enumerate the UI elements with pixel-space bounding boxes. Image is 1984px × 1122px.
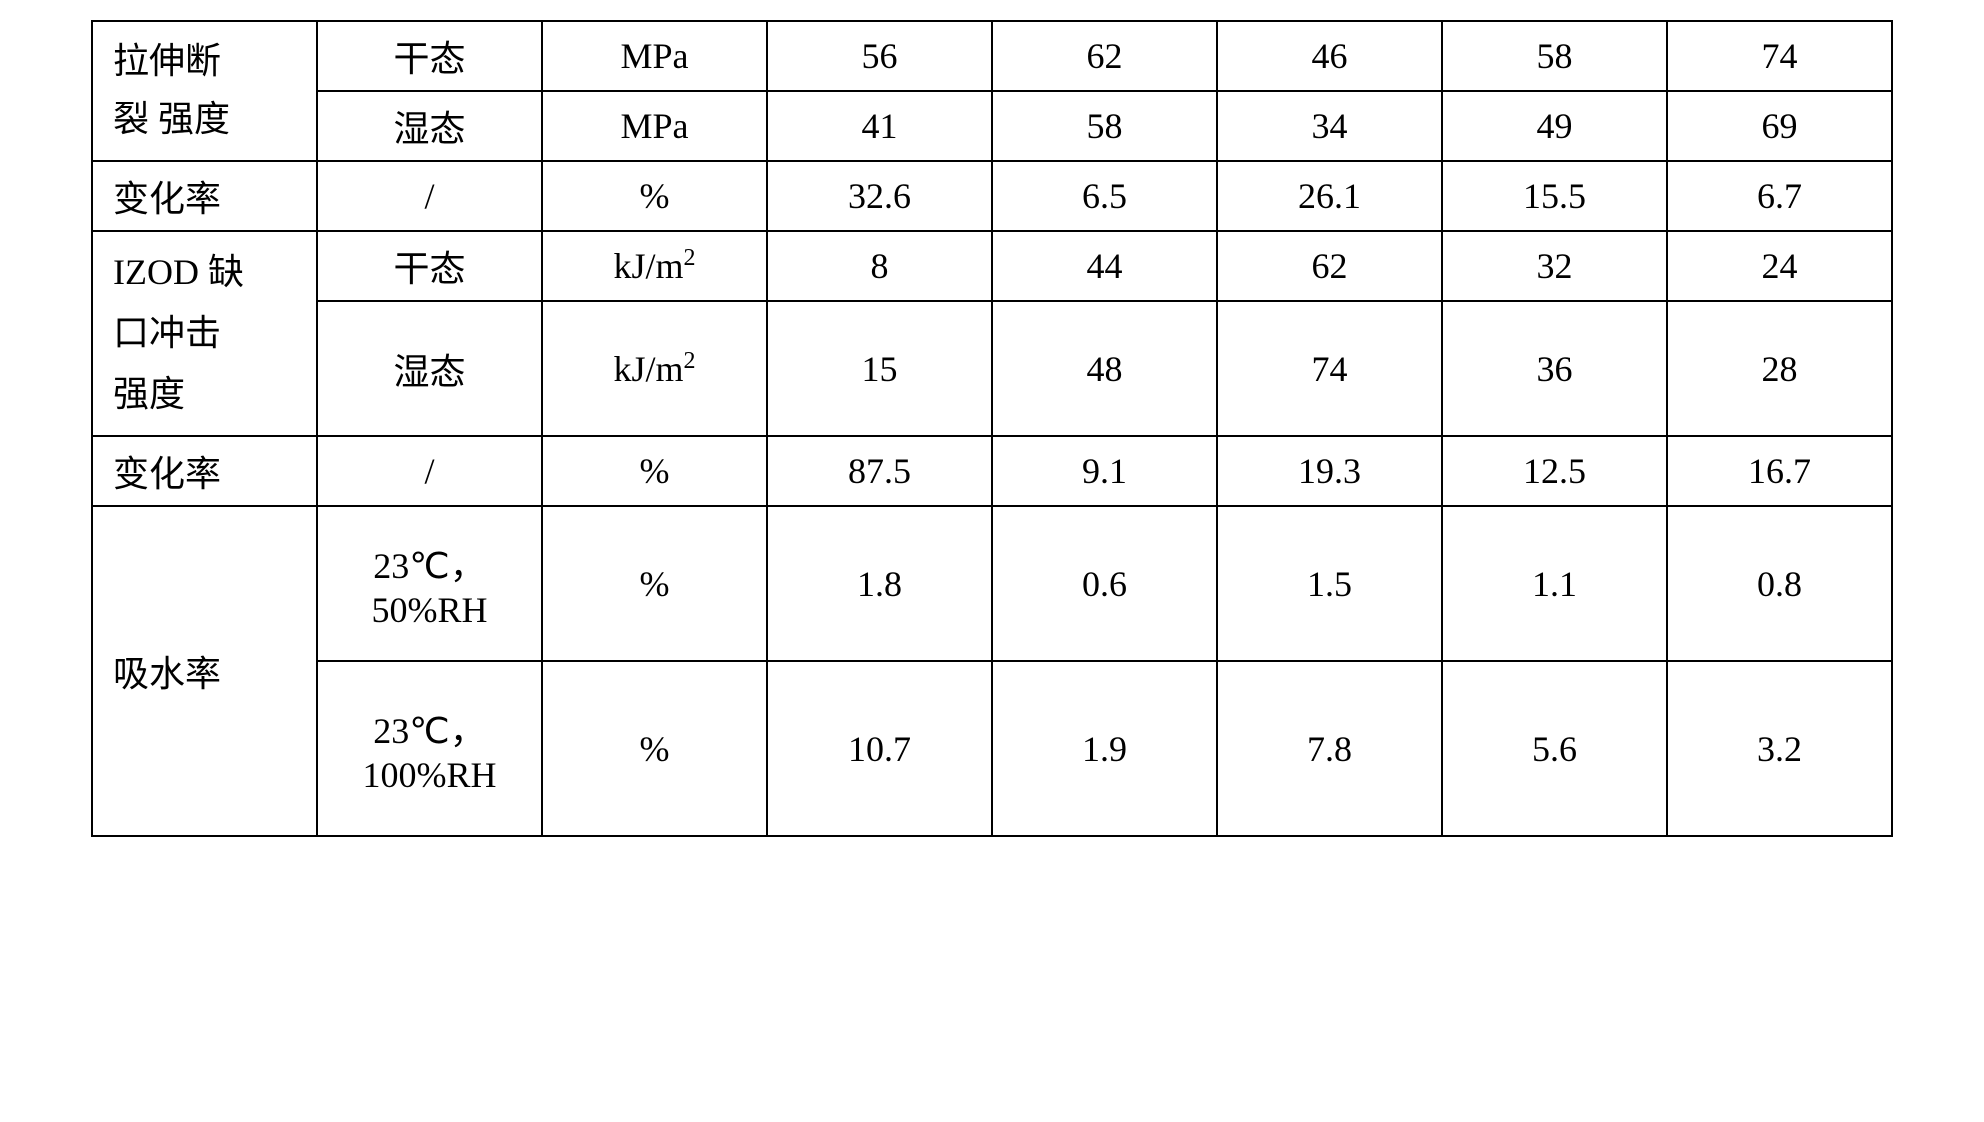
data-cell: 36 — [1442, 301, 1667, 436]
property-label: 口冲击强度 — [113, 313, 221, 414]
data-cell: 48 — [992, 301, 1217, 436]
data-cell: 34 — [1217, 91, 1442, 161]
data-cell: 10.7 — [767, 661, 992, 836]
data-cell: 32 — [1442, 231, 1667, 301]
data-cell: 12.5 — [1442, 436, 1667, 506]
data-cell: 62 — [992, 21, 1217, 91]
data-cell: 62 — [1217, 231, 1442, 301]
property-cell-rate: 变化率 — [92, 436, 317, 506]
table-row: 变化率 / % 87.5 9.1 19.3 12.5 16.7 — [92, 436, 1892, 506]
data-cell: 56 — [767, 21, 992, 91]
condition-cell: 23℃，100%RH — [317, 661, 542, 836]
data-cell: 28 — [1667, 301, 1892, 436]
unit-cell: % — [542, 161, 767, 231]
unit-cell: % — [542, 661, 767, 836]
table-row: 拉伸断 裂 强度 干态 MPa 56 62 46 58 74 — [92, 21, 1892, 91]
table-row: 变化率 / % 32.6 6.5 26.1 15.5 6.7 — [92, 161, 1892, 231]
data-cell: 74 — [1667, 21, 1892, 91]
property-label: 裂 强度 — [113, 99, 230, 139]
data-cell: 46 — [1217, 21, 1442, 91]
data-cell: 0.6 — [992, 506, 1217, 661]
data-cell: 44 — [992, 231, 1217, 301]
condition-cell: 湿态 — [317, 301, 542, 436]
data-cell: 58 — [1442, 21, 1667, 91]
data-cell: 7.8 — [1217, 661, 1442, 836]
table-row: IZOD 缺 口冲击强度 干态 kJ/m2 8 44 62 32 24 — [92, 231, 1892, 301]
property-cell-rate: 变化率 — [92, 161, 317, 231]
data-cell: 6.7 — [1667, 161, 1892, 231]
data-cell: 87.5 — [767, 436, 992, 506]
condition-cell: / — [317, 161, 542, 231]
data-cell: 0.8 — [1667, 506, 1892, 661]
condition-cell: 湿态 — [317, 91, 542, 161]
unit-cell: % — [542, 436, 767, 506]
data-cell: 58 — [992, 91, 1217, 161]
data-cell: 32.6 — [767, 161, 992, 231]
condition-cell: / — [317, 436, 542, 506]
data-cell: 16.7 — [1667, 436, 1892, 506]
data-cell: 26.1 — [1217, 161, 1442, 231]
table-row: 湿态 kJ/m2 15 48 74 36 28 — [92, 301, 1892, 436]
unit-cell: kJ/m2 — [542, 301, 767, 436]
condition-cell: 23℃，50%RH — [317, 506, 542, 661]
condition-cell: 干态 — [317, 21, 542, 91]
data-cell: 9.1 — [992, 436, 1217, 506]
data-cell: 6.5 — [992, 161, 1217, 231]
data-cell: 74 — [1217, 301, 1442, 436]
properties-table: 拉伸断 裂 强度 干态 MPa 56 62 46 58 74 湿态 MPa 41… — [91, 20, 1893, 837]
unit-cell: kJ/m2 — [542, 231, 767, 301]
data-cell: 41 — [767, 91, 992, 161]
unit-cell: MPa — [542, 21, 767, 91]
unit-cell: MPa — [542, 91, 767, 161]
property-cell-tensile: 拉伸断 裂 强度 — [92, 21, 317, 161]
data-cell: 1.1 — [1442, 506, 1667, 661]
data-cell: 19.3 — [1217, 436, 1442, 506]
data-cell: 24 — [1667, 231, 1892, 301]
data-cell: 15.5 — [1442, 161, 1667, 231]
table-row: 湿态 MPa 41 58 34 49 69 — [92, 91, 1892, 161]
property-cell-absorption: 吸水率 — [92, 506, 317, 836]
property-cell-izod: IZOD 缺 口冲击强度 — [92, 231, 317, 436]
property-label: IZOD 缺 — [113, 252, 244, 292]
data-cell: 3.2 — [1667, 661, 1892, 836]
data-cell: 15 — [767, 301, 992, 436]
unit-cell: % — [542, 506, 767, 661]
table-row: 吸水率 23℃，50%RH % 1.8 0.6 1.5 1.1 0.8 — [92, 506, 1892, 661]
data-cell: 69 — [1667, 91, 1892, 161]
property-label: 拉伸断 — [113, 41, 221, 81]
table-row: 23℃，100%RH % 10.7 1.9 7.8 5.6 3.2 — [92, 661, 1892, 836]
data-cell: 1.5 — [1217, 506, 1442, 661]
data-cell: 49 — [1442, 91, 1667, 161]
data-cell: 8 — [767, 231, 992, 301]
data-cell: 5.6 — [1442, 661, 1667, 836]
condition-cell: 干态 — [317, 231, 542, 301]
data-cell: 1.8 — [767, 506, 992, 661]
data-cell: 1.9 — [992, 661, 1217, 836]
